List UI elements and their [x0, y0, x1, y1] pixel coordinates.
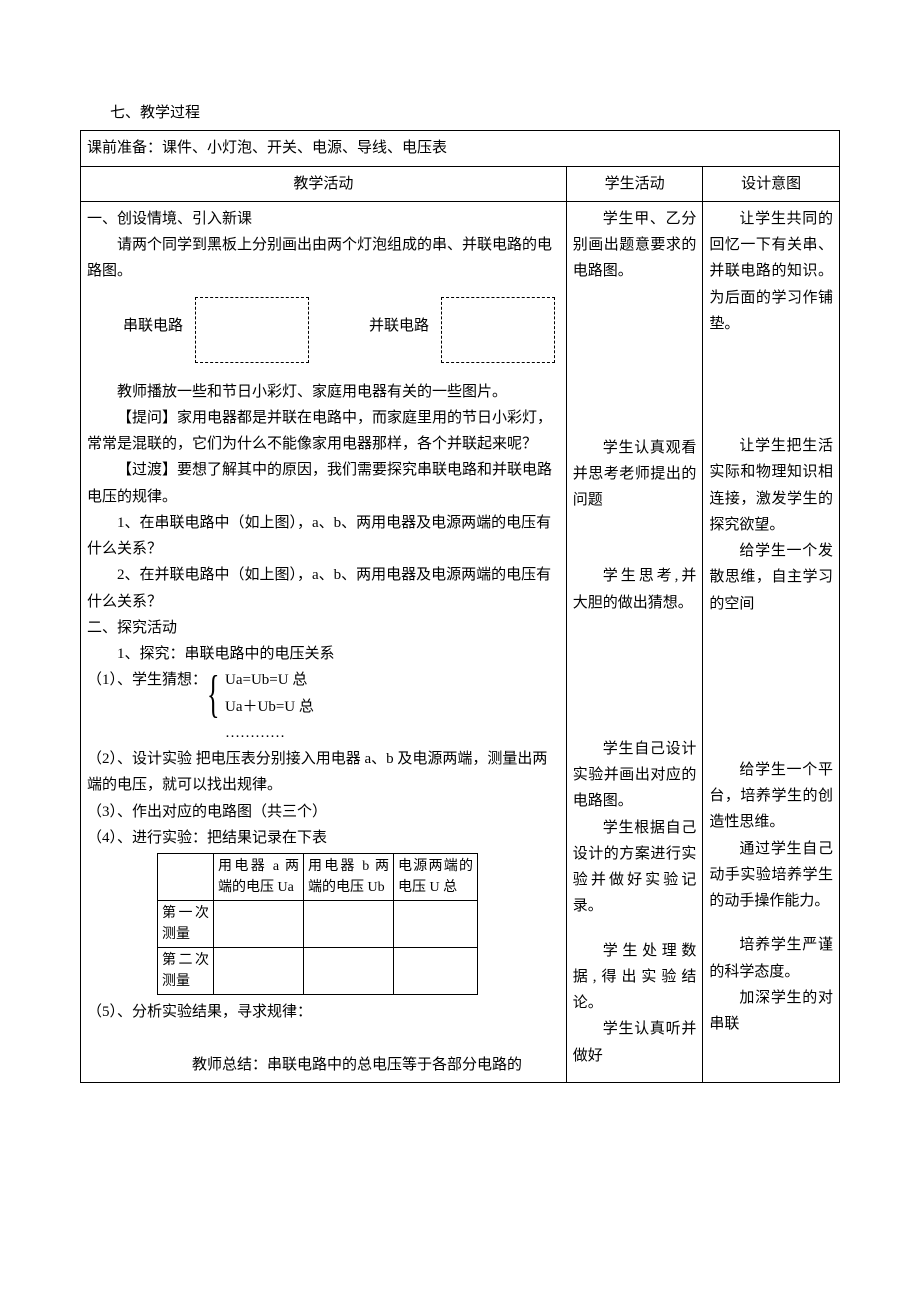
s2-brace-b: Ua＋Ub=U 总 [225, 694, 314, 720]
tbl-h1 [158, 854, 214, 901]
col-activity: 教学活动 [81, 166, 567, 201]
des-a: 让学生共同的回忆一下有关串、并联电路的知识。为后面的学习作铺垫。 [709, 206, 833, 337]
des-e: 通过学生自己动手实验培养学生的动手操作能力。 [709, 836, 833, 915]
tbl-cell [214, 948, 304, 995]
tbl-r1: 第一次测量 [158, 901, 214, 948]
data-table: 用电器 a 两端的电压 Ua 用电器 b 两端的电压 Ub 电源两端的电压 U … [157, 853, 478, 995]
des-f: 培养学生严谨的科学态度。 [709, 932, 833, 985]
prep-cell: 课前准备：课件、小灯泡、开关、电源、导线、电压表 [81, 131, 840, 166]
s1-title: 一、创设情境、引入新课 [87, 206, 560, 232]
lesson-table: 课前准备：课件、小灯泡、开关、电源、导线、电压表 教学活动 学生活动 设计意图 … [80, 130, 840, 1083]
tbl-cell [304, 901, 394, 948]
des-b: 让学生把生活实际和物理知识相连接，激发学生的探究欲望。 [709, 433, 833, 538]
des-d: 给学生一个平台，培养学生的创造性思维。 [709, 757, 833, 836]
s1-p2: 教师播放一些和节日小彩灯、家庭用电器有关的一些图片。 [87, 379, 560, 405]
activity-cell: 一、创设情境、引入新课 请两个同学到黑板上分别画出由两个灯泡组成的串、并联电路的… [81, 201, 567, 1082]
parallel-label: 并联电路 [369, 297, 429, 339]
s2-h1: 1、探究：串联电路中的电压关系 [87, 641, 560, 667]
s2-4: （4）、进行实验：把结果记录在下表 [87, 825, 560, 851]
brace-icon: { [207, 669, 219, 721]
stu-f: 学生处理数据,得出实验结论。 [573, 938, 697, 1017]
diagram-row: 串联电路 并联电路 [123, 297, 560, 363]
s1-q1: 1、在串联电路中（如上图），a、b、两用电器及电源两端的电压有什么关系？ [87, 510, 560, 563]
s1-p1: 请两个同学到黑板上分别画出由两个灯泡组成的串、并联电路的电路图。 [87, 232, 560, 285]
s2-brace-c: ………… [225, 720, 314, 746]
tbl-cell [394, 948, 478, 995]
stu-e: 学生根据自己设计的方案进行实验并做好实验记录。 [573, 815, 697, 920]
s1-p3: 【提问】家用电器都是并联在电路中，而家庭里用的节日小彩灯，常常是混联的，它们为什… [87, 405, 560, 458]
s2-title: 二、探究活动 [87, 615, 560, 641]
tbl-h4: 电源两端的电压 U 总 [394, 854, 478, 901]
stu-c: 学生思考,并大胆的做出猜想。 [573, 563, 697, 616]
table-row: 第一次测量 [158, 901, 478, 948]
table-row: 第二次测量 [158, 948, 478, 995]
col-student: 学生活动 [566, 166, 703, 201]
des-g: 加深学生的对串联 [709, 985, 833, 1038]
s2-5: （5）、分析实验结果，寻求规律： [87, 999, 560, 1025]
s1-p4: 【过渡】要想了解其中的原因，我们需要探究串联电路和并联电路电压的规律。 [87, 457, 560, 510]
parallel-box [441, 297, 555, 363]
header-row: 教学活动 学生活动 设计意图 [81, 166, 840, 201]
section-heading: 七、教学过程 [80, 100, 840, 126]
s2-1: （1）、学生猜想： [87, 667, 207, 693]
table-row: 用电器 a 两端的电压 Ua 用电器 b 两端的电压 Ub 电源两端的电压 U … [158, 854, 478, 901]
col-design: 设计意图 [703, 166, 840, 201]
tbl-h2: 用电器 a 两端的电压 Ua [214, 854, 304, 901]
tbl-h3: 用电器 b 两端的电压 Ub [304, 854, 394, 901]
s2-2: （2）、设计实验 把电压表分别接入用电器 a、b 及电源两端，测量出两端的电压，… [87, 746, 560, 799]
design-cell: 让学生共同的回忆一下有关串、并联电路的知识。为后面的学习作铺垫。 让学生把生活实… [703, 201, 840, 1082]
s2-3: （3）、作出对应的电路图（共三个） [87, 799, 560, 825]
tbl-cell [394, 901, 478, 948]
series-box [195, 297, 309, 363]
tbl-cell [304, 948, 394, 995]
body-row: 一、创设情境、引入新课 请两个同学到黑板上分别画出由两个灯泡组成的串、并联电路的… [81, 201, 840, 1082]
series-label: 串联电路 [123, 297, 183, 339]
prep-row: 课前准备：课件、小灯泡、开关、电源、导线、电压表 [81, 131, 840, 166]
tbl-r2: 第二次测量 [158, 948, 214, 995]
stu-g: 学生认真听并做好 [573, 1016, 697, 1069]
stu-b: 学生认真观看并思考老师提出的问题 [573, 435, 697, 514]
tbl-cell [214, 901, 304, 948]
des-c: 给学生一个发散思维，自主学习的空间 [709, 538, 833, 617]
stu-d: 学生自己设计实验并画出对应的电路图。 [573, 736, 697, 815]
s2-sum: 教师总结：串联电路中的总电压等于各部分电路的 [87, 1052, 560, 1078]
student-cell: 学生甲、乙分别画出题意要求的电路图。 学生认真观看并思考老师提出的问题 学生思考… [566, 201, 703, 1082]
blank-line [87, 1025, 560, 1051]
s1-q2: 2、在并联电路中（如上图），a、b、两用电器及电源两端的电压有什么关系？ [87, 562, 560, 615]
s2-brace-a: Ua=Ub=U 总 [225, 667, 314, 693]
stu-a: 学生甲、乙分别画出题意要求的电路图。 [573, 206, 697, 285]
